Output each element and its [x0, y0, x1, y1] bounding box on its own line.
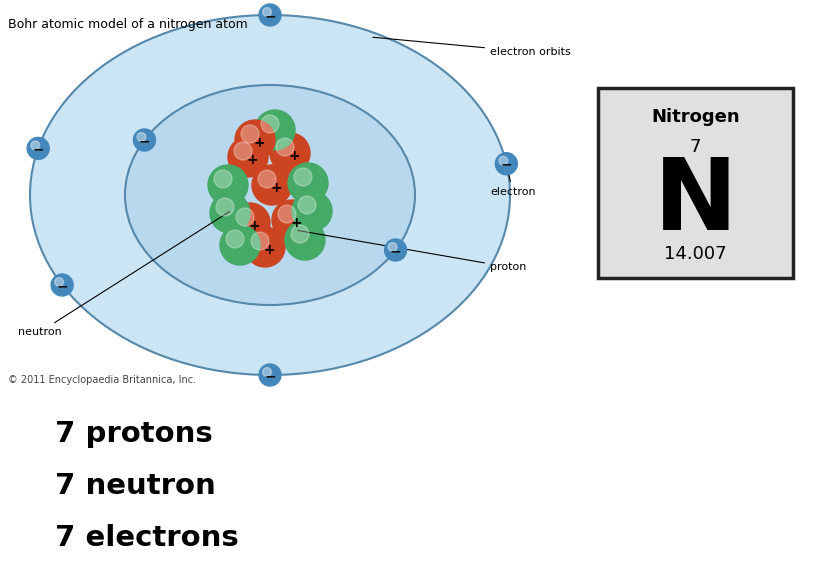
- Circle shape: [214, 170, 232, 188]
- Circle shape: [251, 232, 269, 250]
- Circle shape: [258, 170, 276, 188]
- Circle shape: [499, 156, 508, 165]
- Circle shape: [263, 8, 271, 16]
- Circle shape: [259, 364, 281, 386]
- Circle shape: [27, 137, 50, 160]
- Text: −: −: [264, 9, 276, 23]
- Text: +: +: [248, 219, 260, 233]
- Circle shape: [291, 225, 309, 243]
- Circle shape: [228, 137, 268, 177]
- Text: Nitrogen: Nitrogen: [651, 108, 740, 126]
- Circle shape: [137, 133, 146, 142]
- Text: N: N: [654, 154, 737, 252]
- Circle shape: [133, 129, 155, 151]
- Circle shape: [230, 203, 270, 243]
- Circle shape: [276, 138, 294, 156]
- Text: −: −: [138, 134, 150, 148]
- Circle shape: [292, 191, 332, 231]
- Circle shape: [388, 243, 397, 252]
- Text: −: −: [264, 369, 276, 383]
- Circle shape: [236, 208, 254, 226]
- Circle shape: [55, 278, 64, 287]
- Text: 7 electrons: 7 electrons: [55, 524, 239, 552]
- Ellipse shape: [30, 15, 510, 375]
- Circle shape: [245, 227, 285, 267]
- Circle shape: [384, 239, 407, 261]
- Text: Bohr atomic model of a nitrogen atom: Bohr atomic model of a nitrogen atom: [8, 18, 248, 31]
- Text: −: −: [56, 279, 68, 293]
- Circle shape: [216, 198, 234, 216]
- Circle shape: [220, 225, 260, 265]
- Circle shape: [294, 168, 312, 186]
- Text: 7: 7: [690, 138, 701, 156]
- Text: 7 protons: 7 protons: [55, 420, 213, 448]
- Circle shape: [261, 115, 279, 133]
- Ellipse shape: [125, 85, 415, 305]
- Circle shape: [259, 4, 281, 26]
- Text: electron orbits: electron orbits: [373, 37, 571, 57]
- Circle shape: [272, 200, 312, 240]
- Circle shape: [241, 125, 259, 143]
- Circle shape: [285, 220, 325, 260]
- Text: −: −: [390, 244, 401, 258]
- Circle shape: [234, 142, 252, 160]
- Circle shape: [263, 367, 271, 376]
- Text: +: +: [246, 153, 258, 167]
- Text: © 2011 Encyclopaedia Britannica, Inc.: © 2011 Encyclopaedia Britannica, Inc.: [8, 375, 196, 385]
- Text: +: +: [263, 243, 275, 257]
- Text: +: +: [288, 149, 300, 163]
- Circle shape: [495, 153, 518, 175]
- Text: 14.007: 14.007: [664, 245, 727, 263]
- Circle shape: [210, 193, 250, 233]
- Text: +: +: [290, 216, 302, 230]
- Circle shape: [288, 163, 328, 203]
- Circle shape: [255, 110, 295, 150]
- Circle shape: [235, 120, 275, 160]
- Text: electron: electron: [490, 167, 535, 197]
- Text: 7 neutron: 7 neutron: [55, 472, 216, 500]
- Circle shape: [208, 165, 248, 205]
- Text: +: +: [270, 181, 282, 195]
- Bar: [598, 88, 793, 278]
- Circle shape: [226, 230, 244, 248]
- Circle shape: [298, 196, 316, 214]
- Circle shape: [51, 274, 73, 296]
- Text: +: +: [253, 136, 265, 150]
- Text: proton: proton: [298, 230, 526, 272]
- Text: −: −: [501, 158, 512, 172]
- Circle shape: [252, 165, 292, 205]
- Text: −: −: [33, 142, 44, 156]
- Circle shape: [31, 141, 39, 150]
- Circle shape: [270, 133, 310, 173]
- Text: neutron: neutron: [18, 212, 230, 337]
- Circle shape: [278, 205, 296, 223]
